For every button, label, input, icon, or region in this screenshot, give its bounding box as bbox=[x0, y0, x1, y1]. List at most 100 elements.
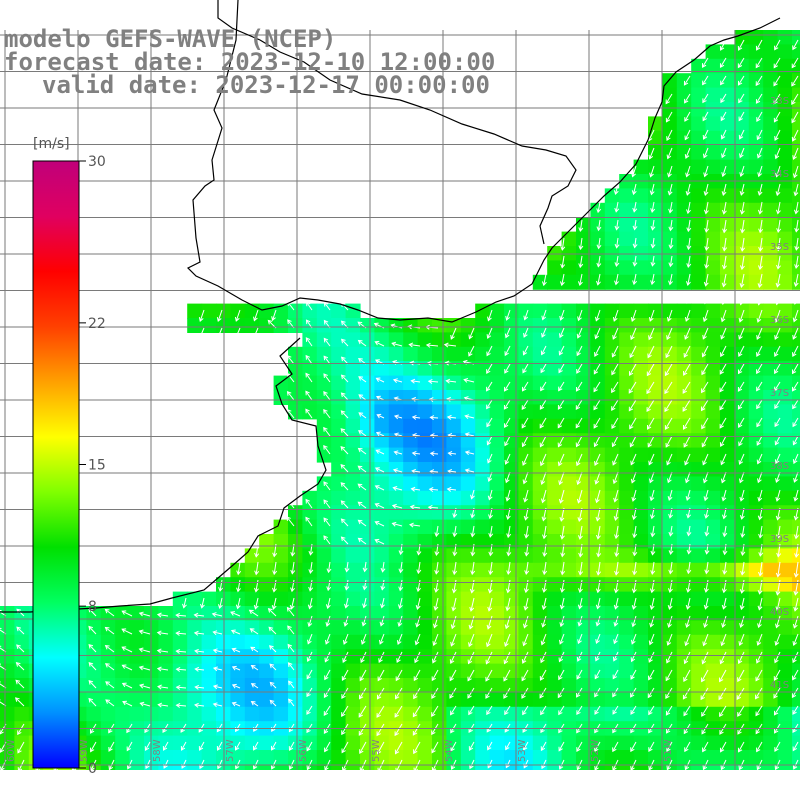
field-cell bbox=[187, 634, 203, 650]
wind-arrow-head bbox=[737, 45, 743, 51]
wind-arrow bbox=[702, 93, 709, 103]
wind-arrow bbox=[704, 183, 709, 196]
wind-arrow-head bbox=[719, 747, 725, 753]
field-cell bbox=[792, 562, 800, 578]
lat-lon-grid bbox=[0, 30, 800, 770]
field-cell bbox=[273, 606, 289, 621]
wind-arrow-head bbox=[612, 334, 617, 340]
wind-arrow-head bbox=[429, 451, 435, 457]
wind-arrow-head bbox=[446, 486, 452, 492]
wind-arrow-head bbox=[90, 747, 95, 753]
wind-arrow-head bbox=[628, 388, 634, 394]
wind-arrow bbox=[235, 309, 241, 322]
wind-arrow-head bbox=[593, 405, 598, 411]
wind-arrow-head bbox=[488, 551, 494, 557]
wind-arrow-head bbox=[344, 585, 350, 591]
field-cell bbox=[720, 188, 735, 204]
field-cell bbox=[590, 505, 606, 521]
wind-arrow-head bbox=[486, 422, 491, 428]
wind-arrow-head bbox=[646, 407, 651, 412]
field-cell bbox=[676, 188, 692, 204]
wind-arrow bbox=[396, 651, 403, 663]
field-cell bbox=[734, 73, 750, 89]
field-cell bbox=[748, 519, 764, 535]
field-cell bbox=[100, 606, 116, 621]
wind-arrow-head bbox=[668, 244, 674, 250]
wind-arrow bbox=[487, 741, 493, 750]
field-cell bbox=[244, 706, 260, 722]
field-cell bbox=[763, 591, 779, 607]
field-cell bbox=[691, 318, 707, 333]
field-cell bbox=[604, 706, 620, 722]
wind-arrow bbox=[775, 471, 781, 483]
wind-arrow-head bbox=[523, 497, 528, 503]
field-cell bbox=[446, 663, 462, 679]
field-cell bbox=[648, 145, 663, 161]
wind-arrow bbox=[757, 471, 763, 483]
wind-arrow-head bbox=[288, 680, 293, 686]
wind-arrow-head bbox=[138, 665, 144, 671]
field-cell bbox=[590, 390, 606, 405]
wind-arrow bbox=[576, 435, 583, 447]
wind-arrow-head bbox=[452, 513, 458, 519]
wind-arrow bbox=[523, 345, 529, 355]
wind-arrow bbox=[235, 759, 241, 769]
wind-arrow bbox=[163, 759, 169, 769]
wind-arrow bbox=[721, 309, 727, 322]
field-cell bbox=[331, 649, 347, 665]
field-cell bbox=[273, 663, 289, 679]
field-cell bbox=[532, 490, 548, 506]
wind-arrow-head bbox=[234, 316, 240, 322]
field-cell bbox=[561, 750, 577, 765]
field-cell bbox=[345, 634, 361, 650]
wind-arrow-head bbox=[326, 568, 332, 574]
field-cell bbox=[129, 678, 145, 693]
field-cell bbox=[14, 764, 30, 770]
field-cell bbox=[676, 562, 692, 578]
field-cell bbox=[360, 418, 375, 434]
wind-arrow-head bbox=[668, 226, 674, 232]
field-cell bbox=[777, 591, 793, 607]
field-cell bbox=[115, 692, 131, 708]
wind-arrow bbox=[364, 561, 367, 572]
wind-arrow-head bbox=[194, 684, 200, 690]
wind-arrow bbox=[468, 633, 475, 647]
field-cell bbox=[475, 332, 491, 348]
wind-arrow bbox=[158, 704, 169, 707]
field-cell bbox=[475, 606, 491, 621]
wind-arrow bbox=[632, 597, 637, 610]
wind-arrow bbox=[683, 687, 691, 700]
field-cell bbox=[417, 663, 433, 679]
wind-arrow-head bbox=[792, 440, 798, 446]
wind-arrow-head bbox=[411, 450, 417, 456]
wind-arrow bbox=[287, 391, 295, 401]
wind-arrow bbox=[756, 93, 763, 104]
wind-arrow bbox=[157, 686, 169, 689]
wind-arrow-head bbox=[0, 627, 2, 629]
field-cell bbox=[460, 663, 476, 679]
field-cell bbox=[403, 361, 419, 377]
field-cell bbox=[633, 390, 649, 405]
wind-arrow bbox=[122, 664, 133, 671]
field-cell bbox=[676, 418, 692, 434]
wind-arrow-head bbox=[595, 498, 600, 504]
wind-arrow bbox=[649, 471, 655, 483]
field-cell bbox=[662, 418, 678, 434]
wind-arrow-head bbox=[17, 730, 22, 736]
wind-arrow bbox=[632, 615, 637, 627]
wind-arrow bbox=[613, 633, 619, 644]
wind-arrow-head bbox=[791, 100, 796, 106]
wind-arrow bbox=[306, 705, 313, 715]
wind-arrow-head bbox=[578, 552, 584, 558]
wind-arrow bbox=[253, 723, 259, 732]
wind-arrow-head bbox=[410, 378, 416, 384]
wind-arrow bbox=[649, 147, 655, 159]
field-cell bbox=[576, 750, 591, 765]
wind-arrow bbox=[413, 669, 421, 681]
wind-arrow-head bbox=[791, 118, 796, 124]
wind-arrow-head bbox=[792, 334, 797, 340]
wind-arrow-head bbox=[523, 605, 529, 611]
wind-arrow-head bbox=[595, 639, 600, 644]
wind-arrow-head bbox=[596, 552, 602, 558]
